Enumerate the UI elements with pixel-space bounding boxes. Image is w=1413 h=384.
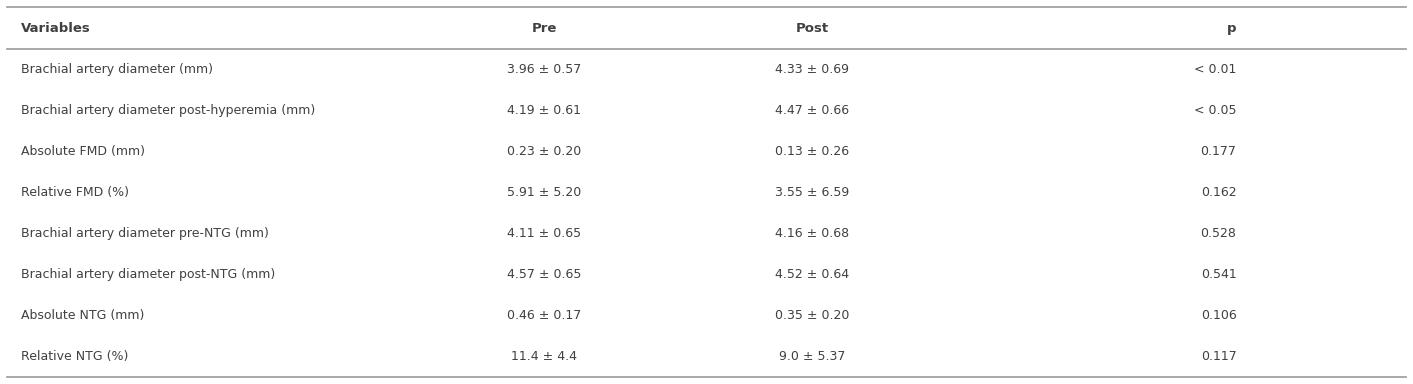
Text: Pre: Pre [531,22,557,35]
Text: 4.16 ± 0.68: 4.16 ± 0.68 [776,227,849,240]
Text: Absolute FMD (mm): Absolute FMD (mm) [21,145,146,158]
Text: 0.541: 0.541 [1201,268,1236,281]
Text: 4.57 ± 0.65: 4.57 ± 0.65 [507,268,581,281]
Text: 5.91 ± 5.20: 5.91 ± 5.20 [507,186,581,199]
Text: < 0.05: < 0.05 [1194,104,1236,117]
Text: 0.106: 0.106 [1201,309,1236,322]
Text: 3.55 ± 6.59: 3.55 ± 6.59 [776,186,849,199]
Text: 0.162: 0.162 [1201,186,1236,199]
Text: 4.33 ± 0.69: 4.33 ± 0.69 [776,63,849,76]
Text: p: p [1226,22,1236,35]
Text: 0.23 ± 0.20: 0.23 ± 0.20 [507,145,581,158]
Text: 0.13 ± 0.26: 0.13 ± 0.26 [776,145,849,158]
Text: Brachial artery diameter pre-NTG (mm): Brachial artery diameter pre-NTG (mm) [21,227,268,240]
Text: 9.0 ± 5.37: 9.0 ± 5.37 [780,350,845,363]
Text: Variables: Variables [21,22,90,35]
Text: < 0.01: < 0.01 [1194,63,1236,76]
Text: 4.52 ± 0.64: 4.52 ± 0.64 [776,268,849,281]
Text: 0.35 ± 0.20: 0.35 ± 0.20 [776,309,849,322]
Text: Absolute NTG (mm): Absolute NTG (mm) [21,309,144,322]
Text: 0.177: 0.177 [1201,145,1236,158]
Text: 0.528: 0.528 [1201,227,1236,240]
Text: 0.117: 0.117 [1201,350,1236,363]
Text: 4.47 ± 0.66: 4.47 ± 0.66 [776,104,849,117]
Text: Post: Post [796,22,829,35]
Text: 4.19 ± 0.61: 4.19 ± 0.61 [507,104,581,117]
Text: Relative NTG (%): Relative NTG (%) [21,350,129,363]
Text: Brachial artery diameter post-NTG (mm): Brachial artery diameter post-NTG (mm) [21,268,276,281]
Text: 0.46 ± 0.17: 0.46 ± 0.17 [507,309,581,322]
Text: 4.11 ± 0.65: 4.11 ± 0.65 [507,227,581,240]
Text: 11.4 ± 4.4: 11.4 ± 4.4 [512,350,577,363]
Text: Relative FMD (%): Relative FMD (%) [21,186,129,199]
Text: Brachial artery diameter post-hyperemia (mm): Brachial artery diameter post-hyperemia … [21,104,315,117]
Text: 3.96 ± 0.57: 3.96 ± 0.57 [507,63,581,76]
Text: Brachial artery diameter (mm): Brachial artery diameter (mm) [21,63,213,76]
